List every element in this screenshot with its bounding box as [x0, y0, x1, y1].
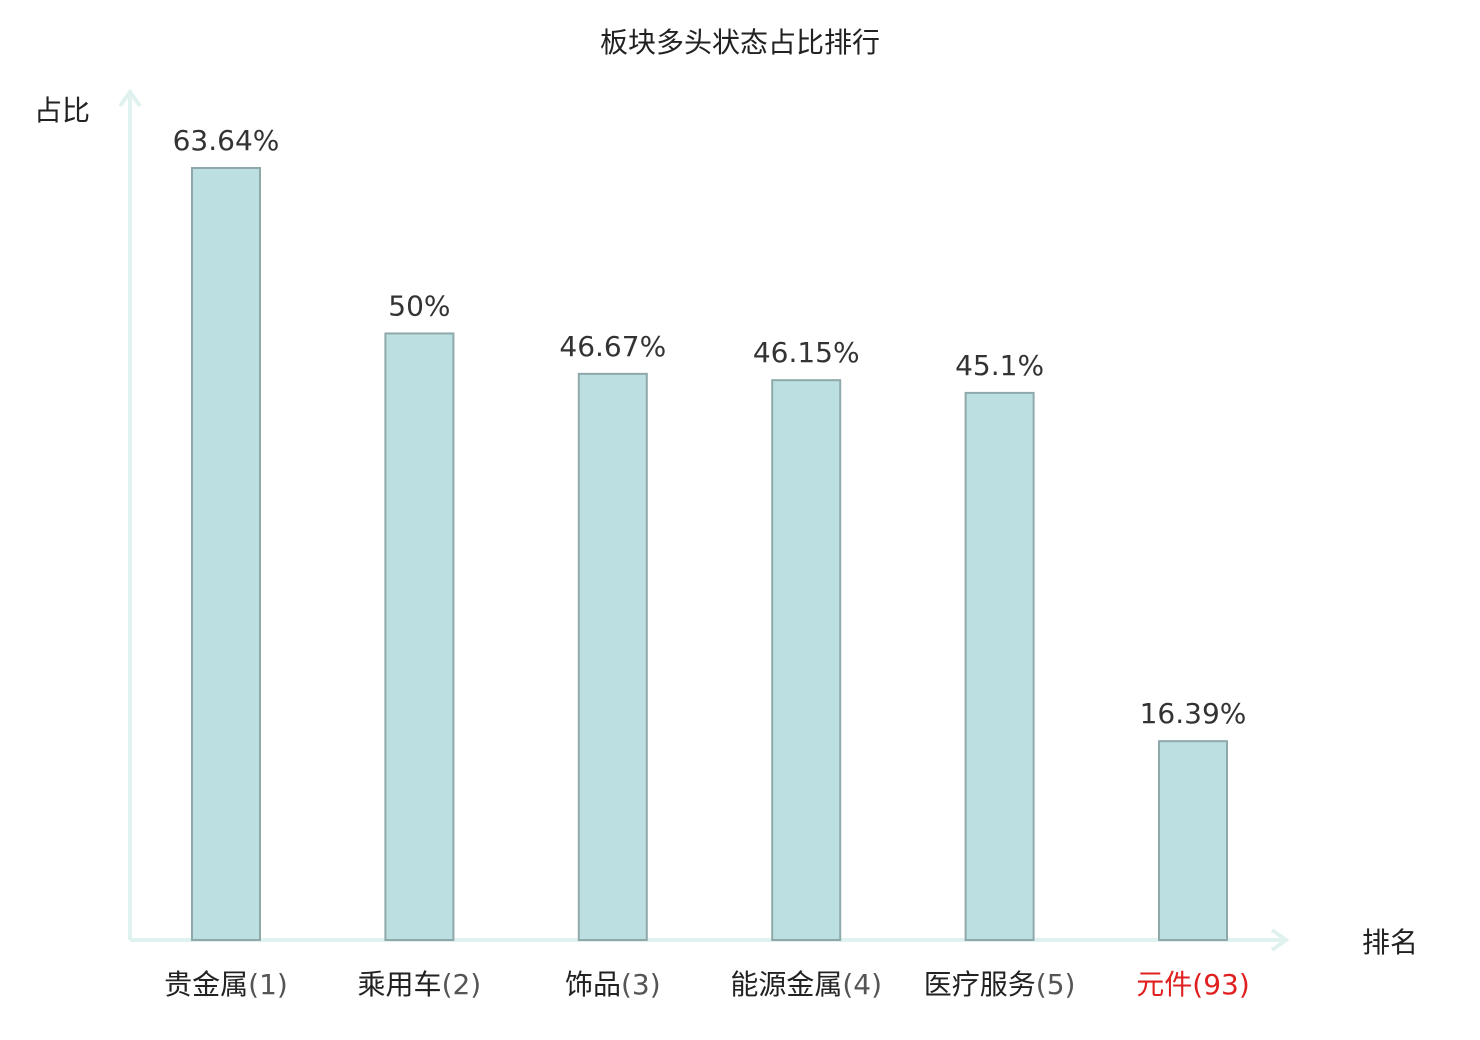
category-rank: (93): [1192, 968, 1249, 1001]
category-rank: (4): [842, 968, 882, 1001]
x-tick-label: 医疗服务(5): [924, 968, 1076, 1001]
data-label: 50%: [388, 289, 450, 322]
bar: [191, 167, 261, 941]
x-tick-label: 贵金属(1): [164, 968, 288, 1001]
bars: 63.64% 贵金属(1) 50% 乘用车(2) 46.67% 饰品(3) 46.15% 能源…: [164, 124, 1250, 1001]
x-tick-label: 元件(93): [1136, 968, 1250, 1001]
x-tick-label: 饰品(3): [565, 968, 661, 1001]
data-label: 16.39%: [1140, 697, 1247, 730]
chart-title: 板块多头状态占比排行: [600, 26, 880, 59]
x-axis-arrow: [1270, 928, 1290, 952]
x-tick-label: 能源金属(4): [730, 968, 882, 1001]
category-name: 元件: [1136, 968, 1192, 1001]
category-name: 饰品: [565, 968, 621, 1001]
category-rank: (3): [621, 968, 661, 1001]
x-tick-label: 乘用车(2): [358, 968, 482, 1001]
y-axis-label: 占比: [34, 94, 90, 127]
data-label: 63.64%: [173, 124, 280, 157]
category-name: 能源金属: [730, 968, 842, 1001]
category-name: 医疗服务: [924, 968, 1036, 1001]
data-label: 46.67%: [559, 330, 666, 363]
axes: [118, 88, 1290, 952]
data-label: 45.1%: [955, 349, 1044, 382]
bar: [1158, 740, 1228, 941]
bar: [964, 391, 1035, 942]
category-rank: (5): [1036, 968, 1076, 1001]
bar: [384, 332, 455, 941]
data-label: 46.15%: [753, 336, 860, 369]
category-name: 贵金属: [164, 968, 248, 1001]
category-rank: (2): [442, 968, 482, 1001]
bar: [577, 372, 648, 941]
category-name: 乘用车: [358, 968, 442, 1001]
bar: [771, 379, 842, 941]
y-axis-arrow: [118, 88, 142, 108]
category-rank: (1): [248, 968, 288, 1001]
x-axis-label: 排名: [1362, 926, 1418, 959]
